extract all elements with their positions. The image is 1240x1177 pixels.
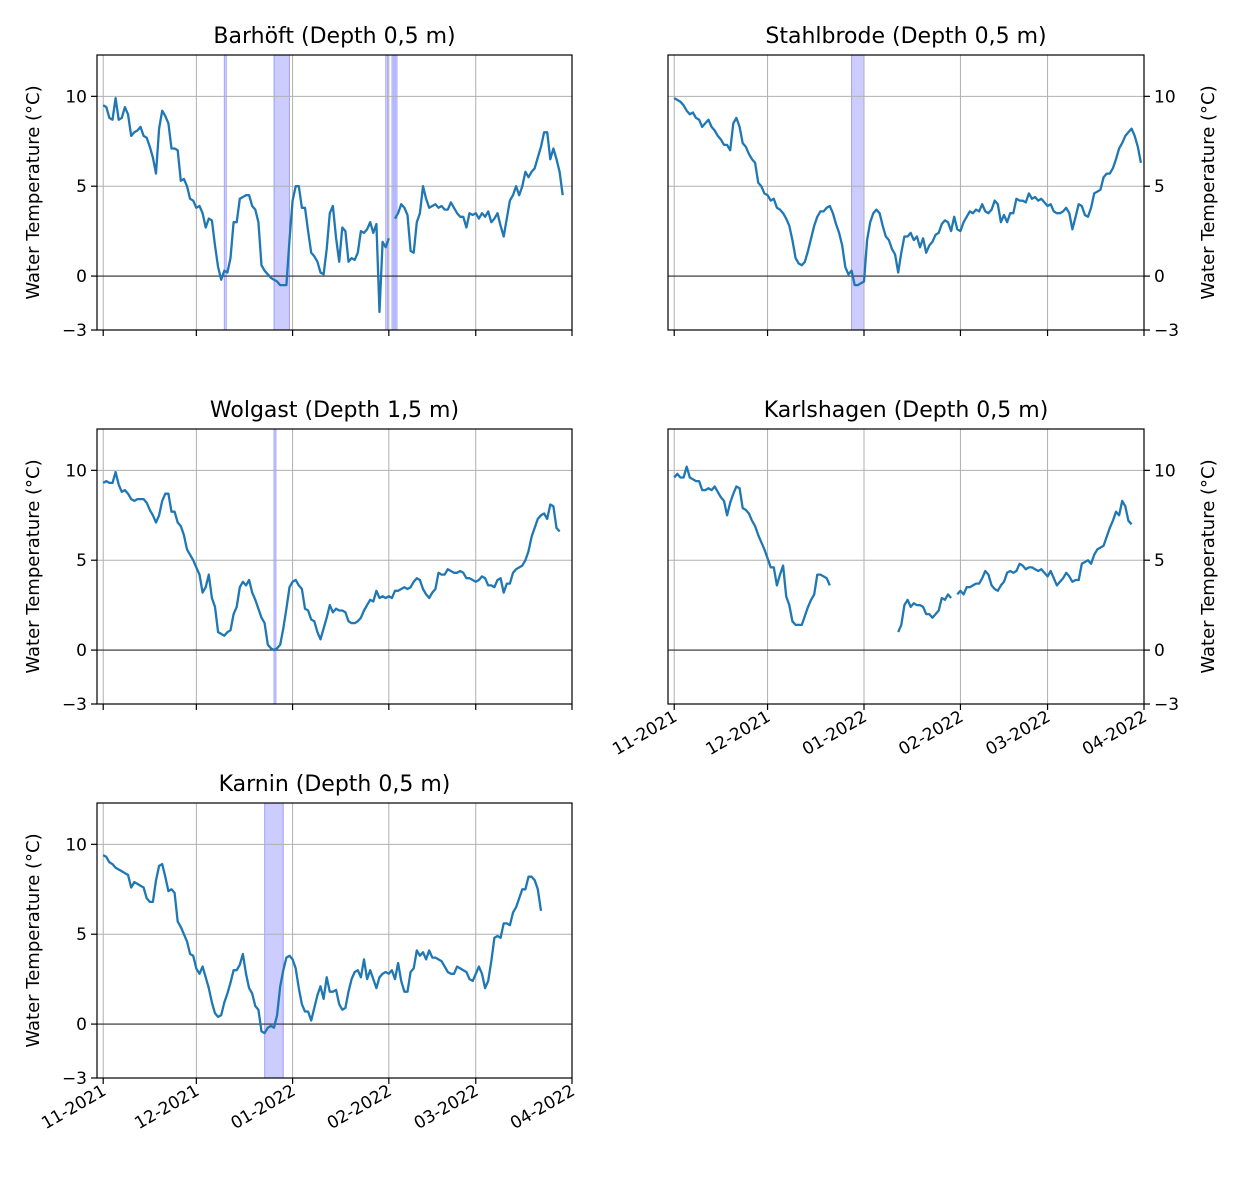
y-tick-label: 5 xyxy=(76,551,87,571)
y-tick-label: 0 xyxy=(1154,267,1165,287)
chart-title: Karnin (Depth 0,5 m) xyxy=(219,772,451,797)
y-axis-label: Water Temperature (°C) xyxy=(1198,85,1219,299)
chart-title: Wolgast (Depth 1,5 m) xyxy=(210,398,459,423)
y-tick-label: 0 xyxy=(1154,641,1165,661)
y-axis-label: Water Temperature (°C) xyxy=(23,459,44,673)
axes-frame xyxy=(96,54,573,331)
y-axis-label: Water Temperature (°C) xyxy=(1198,459,1219,673)
y-tick-label: 0 xyxy=(76,641,87,661)
series-line xyxy=(673,97,1143,287)
panel-1: Barhöft (Depth 0,5 m) 10 5 0 −3 Water Tempera… xyxy=(23,24,573,341)
series-line xyxy=(897,593,952,633)
y-tick-label: −3 xyxy=(62,321,87,341)
y-tick-label: 5 xyxy=(76,925,87,945)
y-tick-label: 10 xyxy=(1154,87,1176,107)
y-tick-label: 10 xyxy=(1154,461,1176,481)
y-tick-label: −3 xyxy=(62,1069,87,1089)
series-line xyxy=(956,499,1133,596)
axes-frame xyxy=(667,54,1145,331)
y-tick-label: 5 xyxy=(1154,551,1165,571)
y-axis-label: Water Temperature (°C) xyxy=(23,85,44,299)
y-axis-label: Water Temperature (°C) xyxy=(23,833,44,1047)
axes-frame xyxy=(96,802,573,1079)
y-tick-label: 0 xyxy=(76,1015,87,1035)
axes-frame xyxy=(667,428,1145,705)
y-tick-label: −3 xyxy=(62,695,87,715)
panel-3: Wolgast (Depth 1,5 m) 10 5 0 −3 Water Tempera… xyxy=(23,398,573,715)
y-tick-label: 5 xyxy=(1154,177,1165,197)
y-tick-label: 10 xyxy=(65,835,87,855)
series-line xyxy=(102,96,390,314)
y-tick-label: 10 xyxy=(65,461,87,481)
y-tick-label: 10 xyxy=(65,87,87,107)
chart-title: Karlshagen (Depth 0,5 m) xyxy=(764,398,1049,423)
y-tick-label: 0 xyxy=(76,267,87,287)
series-line xyxy=(394,131,564,254)
series-line xyxy=(673,465,831,627)
y-tick-label: −3 xyxy=(1154,321,1179,341)
y-tick-label: −3 xyxy=(1154,695,1179,715)
panel-2: Stahlbrode (Depth 0,5 m) 10 5 0 −3 Water Temp… xyxy=(667,24,1219,341)
chart-title: Barhöft (Depth 0,5 m) xyxy=(213,24,455,49)
chart-title: Stahlbrode (Depth 0,5 m) xyxy=(765,24,1046,49)
series-line xyxy=(102,854,543,1035)
y-tick-label: 5 xyxy=(76,177,87,197)
series-line xyxy=(102,470,561,652)
axes-frame xyxy=(96,428,573,705)
